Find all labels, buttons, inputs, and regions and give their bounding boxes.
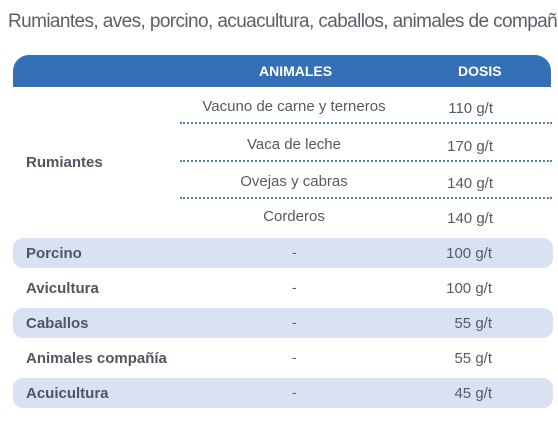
table-row: Animales compañía - 55 g/t <box>13 343 553 373</box>
animal-name: Ovejas y cabras <box>240 173 348 190</box>
animal-name: Vaca de leche <box>247 136 341 153</box>
animal-value: - <box>292 384 297 400</box>
category-label: Animales compañía <box>26 350 167 367</box>
animal-value: - <box>292 244 297 260</box>
category-label: Caballos <box>26 315 89 332</box>
dose-value: 140 g/t <box>447 175 493 192</box>
header-animales: ANIMALES <box>259 63 333 79</box>
category-label: Avicultura <box>26 280 99 297</box>
category-rumiantes: Rumiantes <box>26 154 103 171</box>
table-row: Vacuno de carne y terneros 110 g/t <box>180 92 552 124</box>
dose-value: 100 g/t <box>446 245 492 262</box>
table-row: Vaca de leche 170 g/t <box>180 130 552 162</box>
category-label: Acuicultura <box>26 385 109 402</box>
dose-value: 110 g/t <box>448 100 493 117</box>
animal-name: Corderos <box>263 208 325 225</box>
animal-name: Vacuno de carne y terneros <box>202 98 386 115</box>
animal-value: - <box>292 349 297 365</box>
table-header: ANIMALES DOSIS <box>13 55 551 87</box>
table-row: Acuicultura - 45 g/t <box>13 378 553 408</box>
table-row: Porcino - 100 g/t <box>13 238 553 268</box>
category-label: Porcino <box>26 245 82 262</box>
table-row: Caballos - 55 g/t <box>13 308 553 338</box>
dose-value: 140 g/t <box>447 210 493 227</box>
table-row: Avicultura - 100 g/t <box>13 273 553 303</box>
dose-value: 55 g/t <box>454 350 492 367</box>
header-dosis: DOSIS <box>458 63 502 79</box>
dose-value: 45 g/t <box>454 385 492 402</box>
table-row: Corderos 140 g/t <box>180 202 552 232</box>
dose-value: 170 g/t <box>447 138 493 155</box>
animal-value: - <box>292 279 297 295</box>
table-row: Ovejas y cabras 140 g/t <box>180 167 552 199</box>
page-title: Rumiantes, aves, porcino, acuacultura, c… <box>8 11 558 32</box>
animal-value: - <box>292 314 297 330</box>
dose-value: 55 g/t <box>454 315 492 332</box>
dose-value: 100 g/t <box>446 280 492 297</box>
